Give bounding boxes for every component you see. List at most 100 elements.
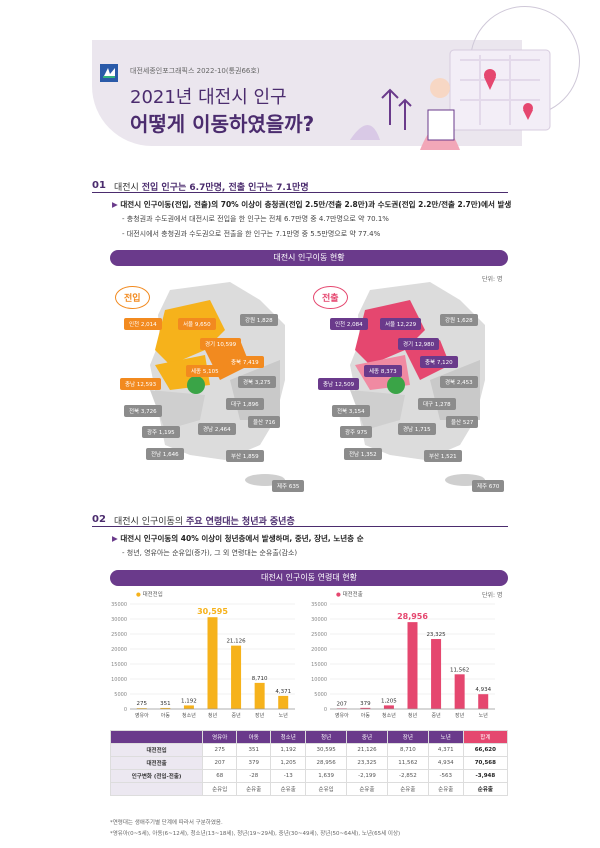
- table-cell: 30,595: [305, 743, 348, 757]
- in-region-label: 대구 1,896: [226, 398, 264, 410]
- out-chart-bar: [431, 639, 442, 709]
- table-header: 청소년: [270, 730, 307, 744]
- out-chart-value-label: 379: [360, 701, 371, 707]
- in-chart-bar: [231, 645, 242, 709]
- table-cell: -3,948: [462, 769, 509, 783]
- in-chart-value-label: 351: [160, 701, 171, 707]
- chart-out: 0 5000 10000 15000 20000 25000 30000 35000 207 영유…: [311, 602, 495, 719]
- section2-bullet: ▶ 대전시 인구이동의 40% 이상이 청년층에서 발생하며, 중년, 장년, …: [112, 534, 364, 543]
- table-row: 순유입 순유출 순유출 순유입 순유출 순유출 순유출 순유출: [109, 782, 509, 796]
- table-header: 노년: [427, 730, 464, 744]
- table-cell: 1,192: [270, 743, 307, 757]
- table-cell: 21,126: [346, 743, 388, 757]
- out-region-label: 경북 2,453: [440, 376, 478, 388]
- in-chart-value-label: 30,595: [197, 607, 228, 616]
- out-chart-value-label: 28,956: [397, 612, 428, 621]
- out-chart-value-label: 4,934: [475, 687, 491, 693]
- table-cell: 순유출: [270, 782, 307, 796]
- table-cell: 순유출: [346, 782, 388, 796]
- out-chart-value-label: 1,205: [381, 698, 397, 704]
- section1-divider: [92, 192, 508, 193]
- table-header: 청년: [305, 730, 348, 744]
- table-header: 합계: [462, 730, 509, 744]
- out-chart-bar: [383, 705, 394, 709]
- table-cell: 68: [202, 769, 238, 783]
- out-chart-value-label: 207: [337, 701, 348, 707]
- in-chart-value-label: 275: [137, 701, 148, 707]
- out-chart-bar: [478, 694, 489, 709]
- migration-table: 영유아 아동 청소년 청년 중년 장년 노년 합계 대전전입 275 351 1,192 30,595 2…: [109, 730, 509, 796]
- out-chart-category-label: 아동: [361, 712, 371, 719]
- out-chart-ytick: 25000: [311, 632, 327, 638]
- in-region-label: 울산 716: [248, 416, 281, 428]
- table-cell: -28: [236, 769, 272, 783]
- section2-title-bold: 주요 연령대는 청년과 중년층: [185, 517, 295, 527]
- out-chart-category-label: 장년: [455, 712, 465, 719]
- in-chart-bar: [254, 682, 265, 709]
- in-region-label: 충북 7,419: [226, 356, 264, 368]
- section1-number: 01: [92, 180, 106, 191]
- out-region-label: 울산 527: [446, 416, 479, 428]
- in-chart-value-label: 1,192: [181, 698, 197, 704]
- out-chart-category-label: 노년: [479, 712, 489, 719]
- table-cell: -13: [270, 769, 307, 783]
- in-region-label: 강원 1,828: [240, 314, 278, 326]
- table-cell: 순유출: [386, 782, 429, 796]
- in-region-label: 제주 635: [272, 480, 305, 492]
- page-title-line2: 어떻게 이동하였을까?: [130, 112, 315, 136]
- out-chart-value-label: 23,325: [426, 632, 446, 638]
- table-cell: 23,325: [346, 756, 388, 770]
- table-cell: 379: [236, 756, 272, 770]
- in-region-label: 서울 9,650: [178, 318, 216, 330]
- in-chart-bar: [136, 708, 147, 709]
- in-map-tag: 전입: [115, 286, 150, 309]
- out-region-label: 전북 3,154: [332, 405, 370, 417]
- in-region-label: 광주 1,195: [142, 426, 180, 438]
- in-chart-value-label: 21,126: [226, 639, 246, 645]
- out-chart-category-label: 청년: [408, 712, 418, 719]
- out-region-label: 충남 12,509: [318, 378, 360, 390]
- table-cell: 순유입: [202, 782, 238, 796]
- in-chart-category-label: 청소년: [182, 712, 196, 719]
- in-region-label: 세종 5,105: [186, 365, 224, 377]
- section2-title: 대전시 인구이동의 주요 연령대는 청년과 중년층: [114, 514, 295, 527]
- series-info: 대전세종인포그래픽스 2022-10(통권66호): [130, 67, 260, 75]
- table-cell: 순유출: [427, 782, 464, 796]
- in-chart-ytick: 15000: [111, 662, 127, 668]
- section2-bullet-text: 대전시 인구이동의 40% 이상이 청년층에서 발생하며, 중년, 장년, 노년…: [120, 534, 364, 543]
- in-chart-ytick: 25000: [111, 632, 127, 638]
- out-map-tag: 전출: [313, 286, 348, 309]
- map-panel-title: 대전시 인구이동 현황: [110, 250, 508, 266]
- out-chart-ytick: 0: [324, 707, 327, 713]
- in-chart-value-label: 4,371: [275, 689, 291, 695]
- out-chart-ytick: 20000: [311, 647, 327, 653]
- out-region-label: 제주 670: [472, 480, 505, 492]
- section1-bullet-text: 대전시 인구이동(전입, 전출)의 70% 이상이 충청권(전입 2.5만/전출…: [120, 200, 512, 209]
- table-header: 영유아: [202, 730, 238, 744]
- in-chart-bar: [183, 705, 194, 709]
- table-cell: 28,956: [305, 756, 348, 770]
- out-region-label: 충북 7,120: [420, 356, 458, 368]
- in-chart-category-label: 아동: [161, 712, 171, 719]
- table-cell: 순유입: [305, 782, 348, 796]
- section1-title-prefix: 대전시: [114, 183, 139, 193]
- header-illustration-icon: [350, 49, 551, 150]
- out-chart-bar: [407, 622, 418, 709]
- in-chart-category-label: 영유아: [135, 712, 149, 719]
- in-chart-bar: [207, 617, 218, 709]
- in-chart-category-label: 중년: [231, 712, 241, 719]
- section1-sub1: - 충청권과 수도권에서 대전시로 전입을 한 인구는 전체 6.7만명 중 4…: [122, 215, 389, 223]
- in-region-label: 부산 1,859: [226, 450, 264, 462]
- table-row: 인구변화 (전입-전출) 68 -28 -13 1,639 -2,199 -2,852 -56…: [109, 769, 509, 783]
- map-unit: 단위: 명: [482, 276, 503, 283]
- out-region-label: 부산 1,521: [424, 450, 462, 462]
- table-header: [109, 730, 204, 744]
- in-chart-ytick: 30000: [111, 617, 127, 623]
- section1-sub2: - 대전시에서 충청권과 수도권으로 전출을 한 인구는 7.1만명 중 5.5…: [122, 230, 381, 238]
- out-region-label: 서울 12,229: [380, 318, 422, 330]
- table-cell: 275: [202, 743, 238, 757]
- out-chart-value-label: 11,562: [450, 667, 469, 673]
- in-chart-bar: [160, 707, 171, 709]
- chart-panel-title: 대전시 인구이동 연령대 현황: [110, 570, 508, 586]
- out-chart-category-label: 중년: [431, 712, 441, 719]
